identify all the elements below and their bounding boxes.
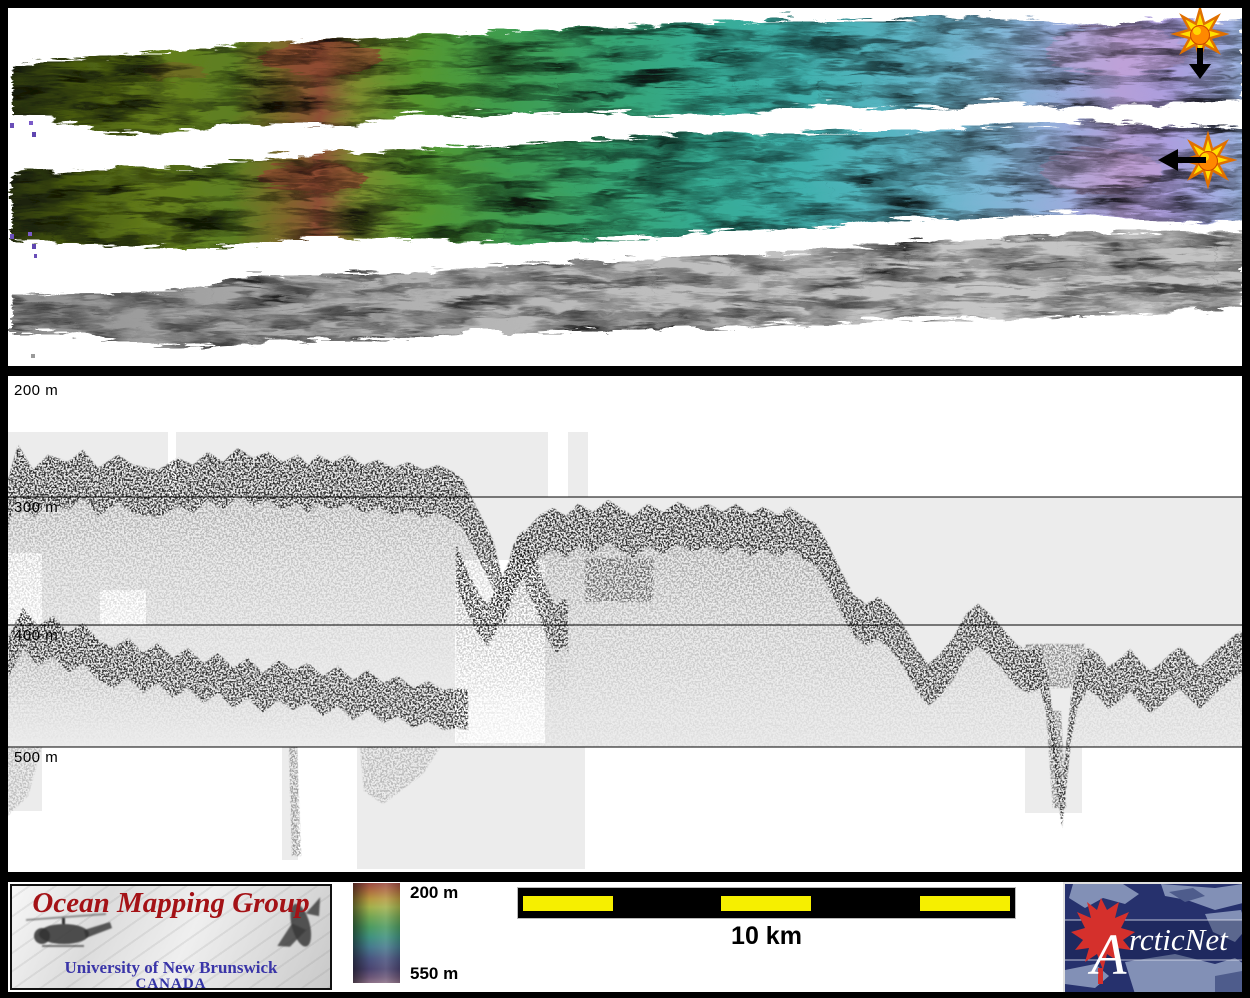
- arcticnet-initial: A: [1087, 922, 1127, 987]
- scale-bar-label: 10 km: [731, 922, 802, 950]
- aircraft-silhouette: [277, 897, 321, 947]
- omg-country-line: CANADA: [135, 976, 207, 992]
- depth-label-400m: 400 m: [14, 627, 59, 644]
- arcticnet-logo-art: A rcticNet: [1065, 884, 1242, 992]
- omg-logo-art: [25, 897, 321, 947]
- omg-university-line: University of New Brunswick: [64, 958, 278, 977]
- omg-logo: Ocean Mapping Group University of New Br…: [10, 884, 332, 992]
- echogram-panel: 200 m 300 m 400 m 500 m: [8, 376, 1242, 872]
- omg-title: Ocean Mapping Group: [32, 887, 310, 919]
- arcticnet-wordmark: rcticNet: [1129, 922, 1229, 957]
- scale-bar: [517, 887, 1016, 919]
- depth-gridlines: [8, 496, 1242, 748]
- depth-colorbar: [353, 883, 400, 983]
- sun-icon-down: [1170, 8, 1230, 79]
- scale-bar-segment: [523, 896, 613, 911]
- helicopter-silhouette: [25, 913, 112, 947]
- colorbar-shading: [353, 883, 400, 983]
- legend-panel: Ocean Mapping Group University of New Br…: [8, 882, 1242, 992]
- trench-trace: [1046, 711, 1066, 808]
- swath-image: [8, 8, 1242, 358]
- scale-bar-segment: [920, 896, 1010, 911]
- seafloor-crest-3: [8, 608, 468, 730]
- navigation-dots: [10, 121, 37, 358]
- sun-arrow-left-icon: [1158, 149, 1206, 171]
- vertical-trace: [289, 747, 301, 856]
- sun-arrow-down-icon: [1189, 48, 1211, 79]
- arctic-map-shadows: [1169, 888, 1242, 992]
- depth-label-300m: 300 m: [14, 499, 59, 516]
- scale-bar-segment: [721, 896, 811, 911]
- maple-leaf-icon: [1071, 898, 1135, 984]
- sun-icon-left: [1158, 130, 1238, 190]
- left-deep-scatter: [8, 747, 42, 816]
- arcticnet-logo: A rcticNet: [1063, 882, 1242, 992]
- colorbar-bottom-label: 550 m: [410, 964, 459, 983]
- swath-panel: [8, 8, 1242, 366]
- echogram-image: [8, 432, 1242, 869]
- depth-label-500m: 500 m: [14, 749, 59, 766]
- arctic-map-shapes: [1065, 884, 1242, 992]
- colorbar-top-label: 200 m: [410, 883, 459, 902]
- depth-label-200m: 200 m: [14, 382, 59, 399]
- scatter-blob: [360, 747, 440, 804]
